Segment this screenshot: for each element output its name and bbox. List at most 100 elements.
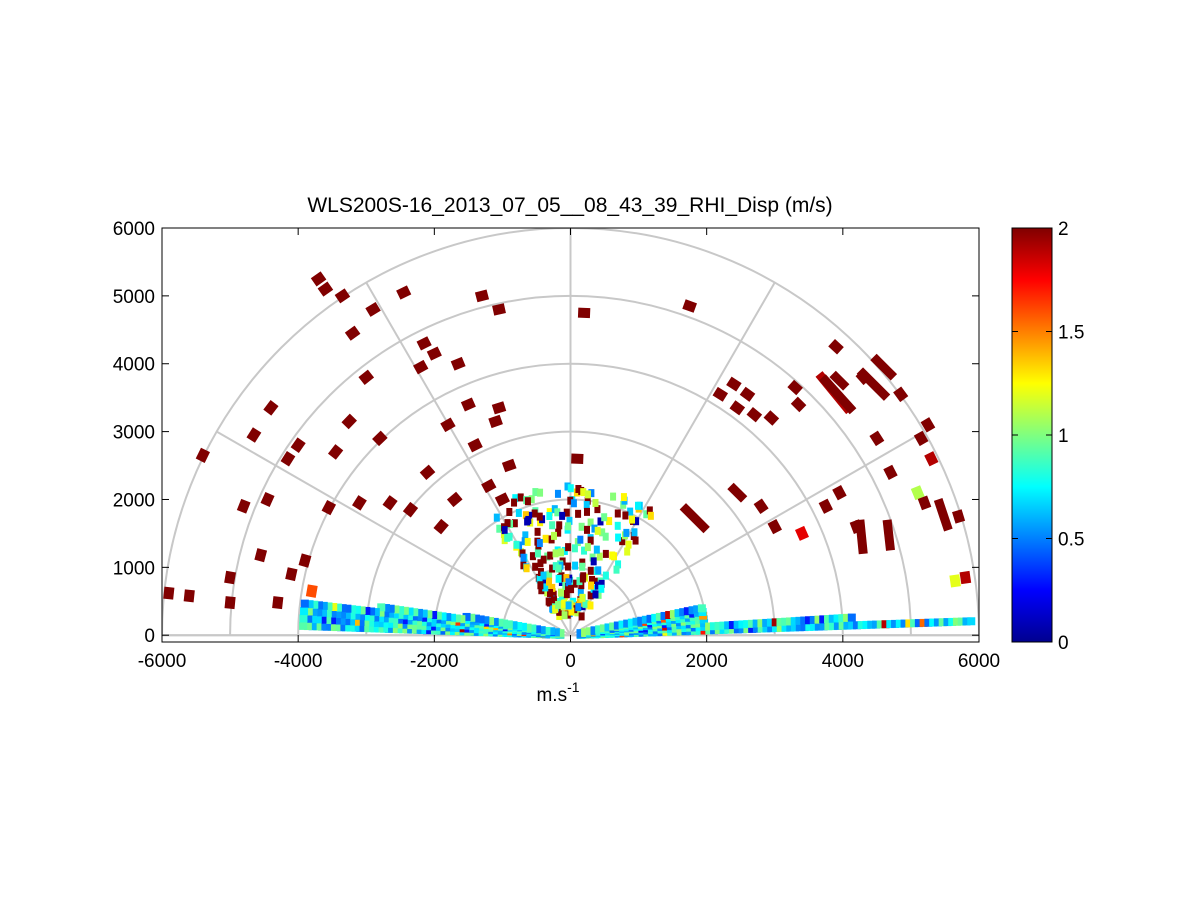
beam-cell <box>341 623 350 632</box>
beam-cell <box>738 625 747 634</box>
beam-cell <box>389 620 398 629</box>
beam-cell <box>381 604 390 613</box>
data-cell <box>828 339 844 355</box>
plume-cell <box>590 557 597 566</box>
beam-cell <box>547 627 556 636</box>
plume-cell <box>532 488 539 497</box>
data-cell <box>317 281 334 297</box>
plume-cell <box>602 549 609 558</box>
data-cell <box>753 498 769 515</box>
data-cell <box>913 430 929 447</box>
beam-cell <box>338 604 347 613</box>
beam-cell <box>781 617 790 626</box>
plume-cell <box>524 497 531 506</box>
plume-cell <box>582 599 589 608</box>
plume-cell <box>587 591 594 600</box>
beam-cell <box>310 600 319 609</box>
beam-cell <box>747 619 756 628</box>
beam-cell <box>370 618 379 627</box>
beam-cell <box>771 624 780 633</box>
beam-cell <box>418 621 427 630</box>
data-cell <box>321 499 337 516</box>
beam-cell <box>328 609 337 618</box>
data-cell <box>433 518 449 535</box>
plume-cell <box>522 511 529 520</box>
data-cell <box>402 501 419 518</box>
beam-cell <box>404 621 413 630</box>
beam-cell <box>599 624 608 633</box>
beam-cell <box>313 615 322 624</box>
plume-cell <box>579 593 586 602</box>
plume-cell <box>620 493 627 502</box>
plume-cell <box>565 578 572 587</box>
data-cell <box>358 369 375 385</box>
beam-cell <box>500 619 509 628</box>
plume-cell <box>594 581 601 590</box>
beam-cell <box>409 612 418 621</box>
beam-cell <box>433 611 442 620</box>
beam-cell <box>914 619 923 628</box>
beam-cell <box>919 618 928 627</box>
beam-cell <box>697 604 706 613</box>
data-cell <box>917 495 932 511</box>
plume-cell <box>602 571 609 580</box>
plume-cell <box>609 551 616 560</box>
beam-cell <box>346 623 355 632</box>
beam-cell <box>337 616 346 625</box>
data-streak <box>727 482 748 503</box>
beam-cell <box>637 616 646 625</box>
plume-cell <box>633 517 640 526</box>
data-cell <box>419 464 436 481</box>
data-cell <box>224 570 237 585</box>
plume-cell <box>647 511 654 520</box>
data-cell <box>794 525 809 541</box>
beam-cell <box>900 619 909 628</box>
beam-cell <box>385 614 394 623</box>
data-cell <box>726 376 742 392</box>
plume-cell <box>588 581 595 590</box>
plume-cell <box>542 583 549 592</box>
plume-cell <box>592 498 599 507</box>
plume-cell <box>588 489 595 498</box>
plume-cell <box>504 519 511 528</box>
beam-cell <box>933 618 942 627</box>
y-axis: 0 1000 2000 3000 4000 5000 6000 <box>113 219 979 647</box>
plume-cell <box>561 599 568 608</box>
plume-cell <box>556 521 563 530</box>
beam-cell <box>304 614 313 623</box>
plume-cell <box>619 537 626 546</box>
plume-cell <box>578 522 585 531</box>
plume-cell <box>552 549 559 558</box>
beam-cell <box>609 622 618 631</box>
plume-cell <box>576 598 583 607</box>
plume-cell <box>610 492 617 501</box>
beam-cell <box>380 624 389 633</box>
beam-cell <box>333 603 342 612</box>
beam-cell <box>743 625 752 634</box>
beam-cell <box>948 617 957 626</box>
beam-cell <box>332 623 341 632</box>
plume-cell <box>614 521 621 530</box>
beam-cell <box>862 620 871 629</box>
plume-cell <box>501 526 508 535</box>
beam-cell <box>314 608 323 617</box>
plume-cell <box>549 583 556 592</box>
plume-cell <box>593 545 600 554</box>
beam-cell <box>394 625 403 634</box>
plume-cell <box>555 528 562 537</box>
beam-cell <box>847 613 856 622</box>
plume-cell <box>587 601 594 610</box>
plume-cell <box>594 526 601 535</box>
data-cell <box>236 498 251 514</box>
beam-cell <box>413 621 422 630</box>
plume-cell <box>635 501 642 510</box>
beam-cell <box>309 607 318 616</box>
beam-cell <box>542 626 551 635</box>
plume-cell <box>529 552 536 561</box>
data-cell <box>959 570 972 585</box>
data-cell <box>920 417 936 433</box>
plume-cell <box>550 590 557 599</box>
plume-cell <box>496 524 503 533</box>
plume-cell <box>555 564 562 573</box>
beam-cell <box>299 614 308 623</box>
